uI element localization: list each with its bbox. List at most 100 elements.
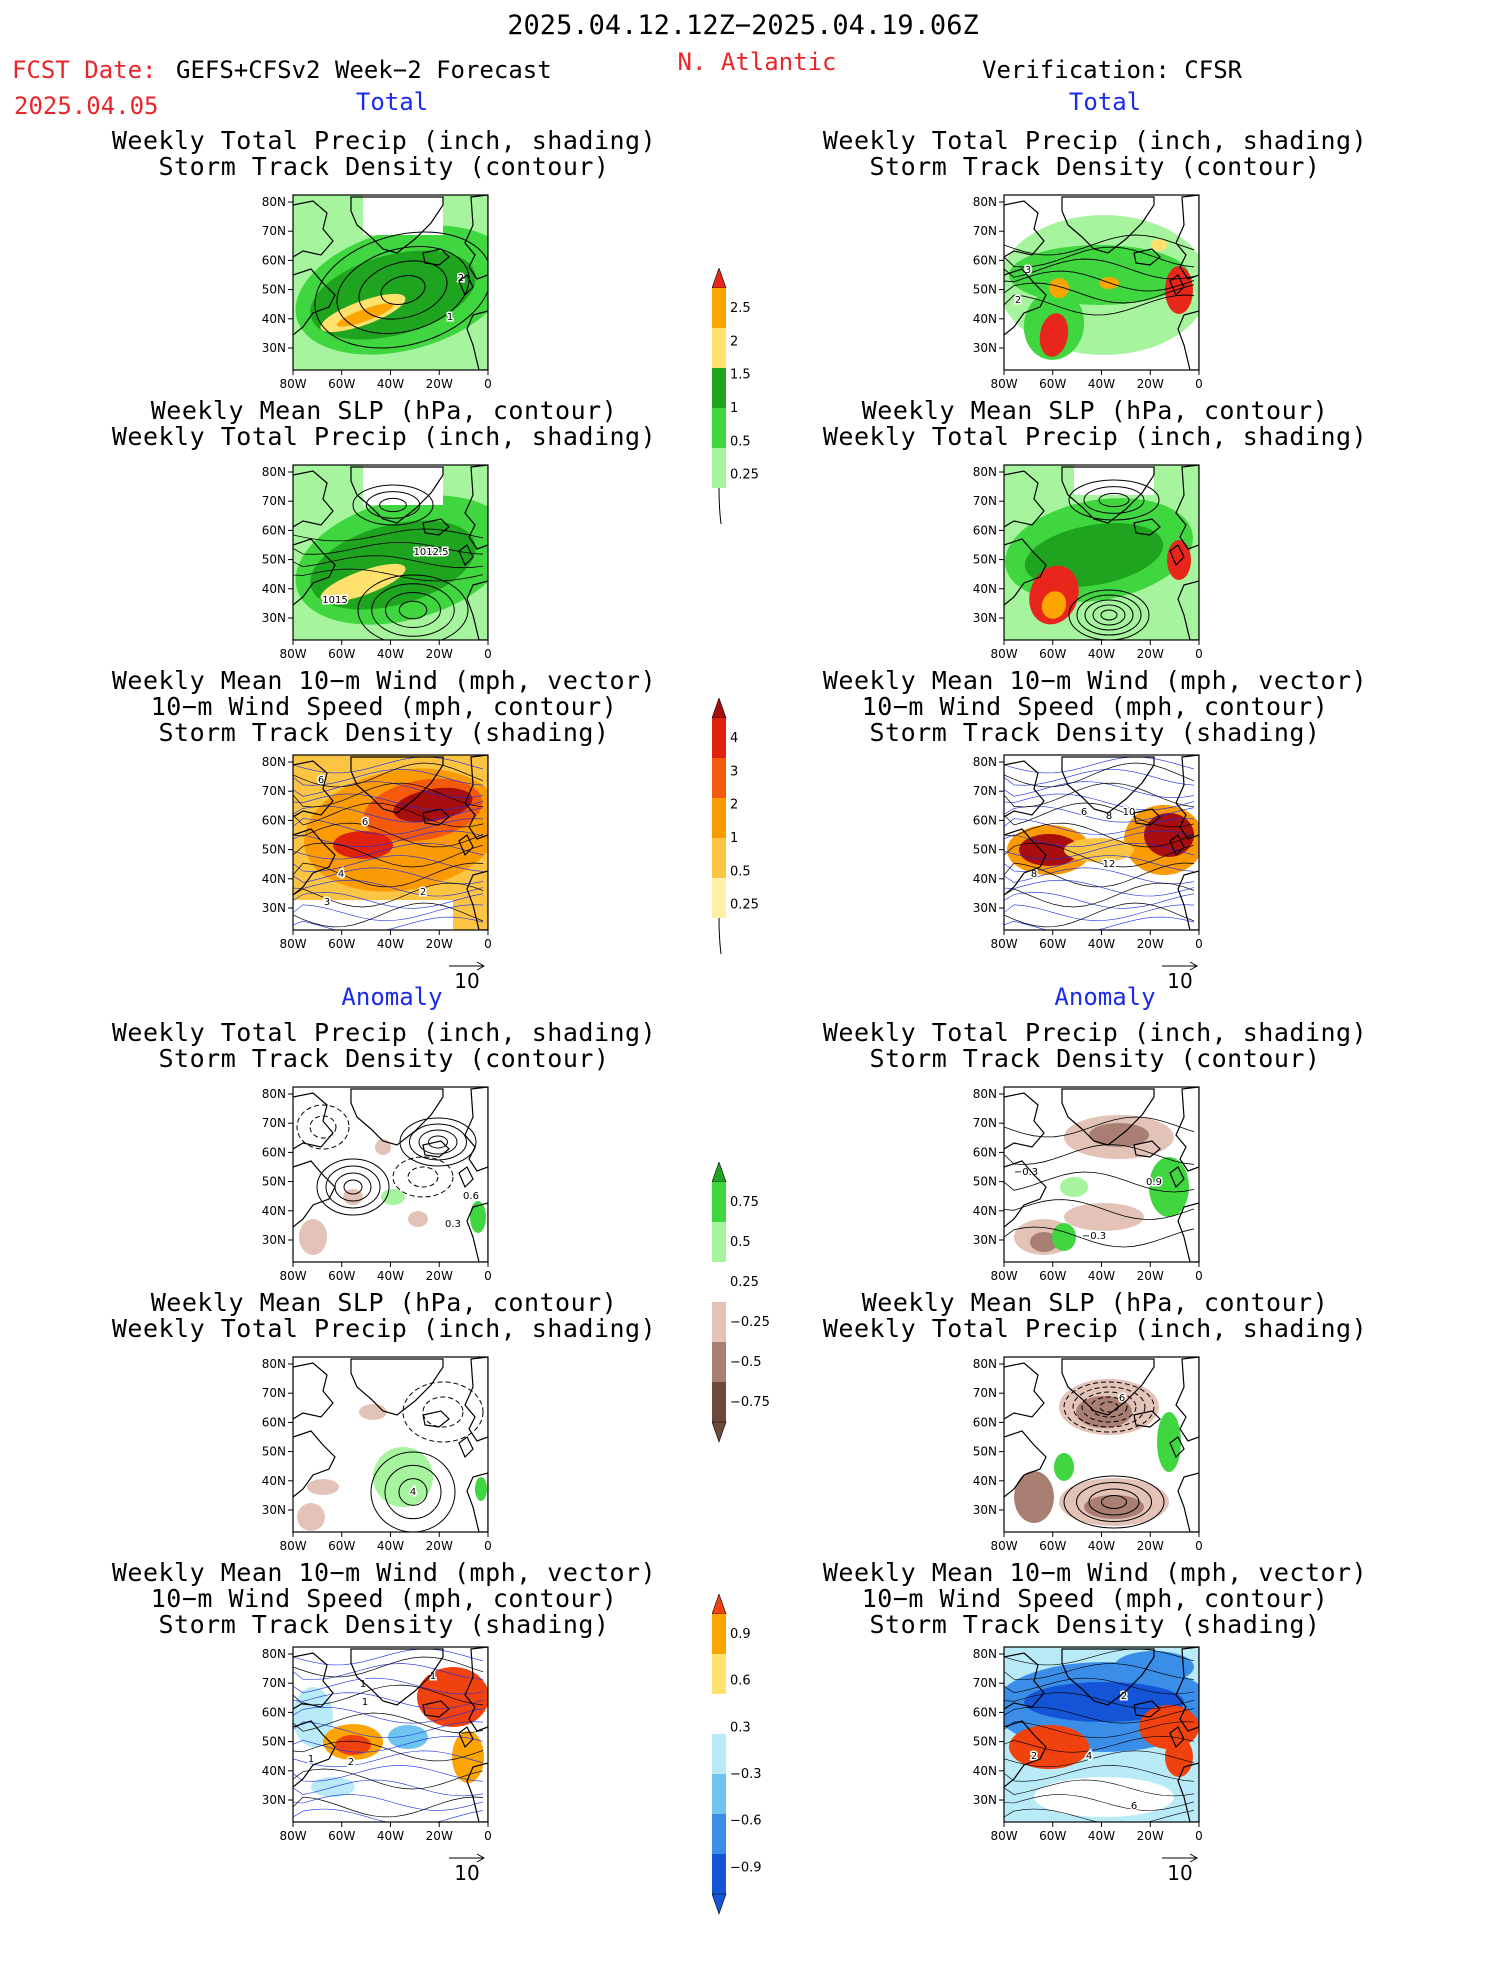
panel-title-fcst-4-line-2: Storm Track Density (contour) (158, 1044, 610, 1073)
contour-label: 6 (362, 817, 368, 828)
lon-label: 40W (377, 647, 404, 661)
lon-label: 20W (1137, 1539, 1164, 1553)
panel-title-verif-1-line-2: Storm Track Density (contour) (869, 152, 1321, 181)
contour-label: 1015 (322, 595, 347, 606)
lon-label: 60W (1039, 1539, 1066, 1553)
model-label: GEFS+CFSv2 Week−2 Forecast (176, 56, 552, 84)
lat-label: 80N (262, 465, 286, 479)
lon-label: 40W (1088, 1539, 1115, 1553)
lat-label: 60N (262, 253, 286, 267)
panel-title-fcst-4-line-1: Weekly Total Precip (inch, shading) (111, 1018, 657, 1047)
colorbar-label: 0.5 (730, 434, 751, 449)
contour-label: 8 (1031, 869, 1037, 880)
lat-label: 80N (262, 195, 286, 209)
lat-label: 80N (262, 1087, 286, 1101)
period-title: 2025.04.12.12Z−2025.04.19.06Z (507, 10, 979, 41)
contour-label: 1012.5 (414, 547, 449, 558)
lon-label: 40W (1088, 647, 1115, 661)
lat-label: 40N (262, 1474, 286, 1488)
lat-label: 40N (262, 312, 286, 326)
lon-label: 60W (1039, 647, 1066, 661)
lon-label: 20W (426, 1269, 453, 1283)
panel-title-fcst-3-line-1: Weekly Mean 10−m Wind (mph, vector) (111, 666, 657, 695)
lat-label: 80N (262, 755, 286, 769)
colorbar-label: 2 (730, 334, 738, 349)
map-panel-fcst-5: 4 80N 70N 60N 50N 40N 30N 80W 60W 40W 20W 0 (253, 1352, 513, 1561)
panel-title-verif-3-line-2: 10−m Wind Speed (mph, contour) (861, 692, 1329, 721)
colorbar-label: 0.9 (730, 1627, 751, 1642)
lon-label: 80W (279, 937, 306, 951)
lon-label: 80W (990, 377, 1017, 391)
lat-label: 70N (973, 224, 997, 238)
colorbar-label: 2 (730, 798, 738, 813)
lat-label: 50N (262, 1735, 286, 1749)
contour-label: 2 (420, 887, 426, 898)
lon-label: 80W (279, 1829, 306, 1843)
lat-label: 50N (973, 553, 997, 567)
colorbar-label: −0.9 (730, 1860, 762, 1875)
lat-label: 60N (262, 1705, 286, 1719)
contour-label: 6 (318, 775, 324, 786)
lat-label: 30N (262, 1503, 286, 1517)
lat-label: 60N (973, 523, 997, 537)
lat-label: 70N (973, 1676, 997, 1690)
lon-label: 0 (1195, 647, 1203, 661)
colorbar-label: −0.25 (730, 1315, 770, 1330)
panel-title-fcst-6-line-1: Weekly Mean 10−m Wind (mph, vector) (111, 1558, 657, 1587)
lon-label: 80W (990, 1539, 1017, 1553)
colorbar-label: 4 (730, 731, 738, 746)
lon-label: 80W (279, 1539, 306, 1553)
lat-label: 30N (973, 611, 997, 625)
lat-label: 30N (262, 611, 286, 625)
vector-reference: 10 (1160, 1852, 1204, 1890)
panel-title-fcst-1-line-1: Weekly Total Precip (inch, shading) (111, 126, 657, 155)
contour-label: 0.6 (463, 1191, 479, 1202)
colorbar-label: −0.3 (730, 1767, 762, 1782)
contour-label: 4 (338, 869, 344, 880)
colorbar-label: −0.6 (730, 1814, 762, 1829)
lat-label: 30N (973, 1233, 997, 1247)
contour-label: −0.3 (1082, 1231, 1106, 1242)
contour-label: 6 (1081, 807, 1087, 818)
lat-label: 70N (973, 494, 997, 508)
lon-label: 40W (377, 1829, 404, 1843)
map-panel-fcst-2: 1012.5 1015 80N 70N 60N 50N 40N 30N 80W 60W 40W 20W… (253, 460, 513, 669)
lon-label: 0 (1195, 1269, 1203, 1283)
lat-label: 30N (973, 341, 997, 355)
lat-label: 30N (973, 1793, 997, 1807)
lon-label: 60W (1039, 377, 1066, 391)
vector-reference-value: 10 (454, 1861, 479, 1885)
lat-label: 60N (262, 1415, 286, 1429)
lon-label: 20W (1137, 377, 1164, 391)
panel-title-verif-3-line-3: Storm Track Density (shading) (869, 718, 1321, 747)
panel-title-fcst-3-line-2: 10−m Wind Speed (mph, contour) (150, 692, 618, 721)
lat-label: 70N (973, 1116, 997, 1130)
contour-label: 6 (1131, 1801, 1137, 1812)
lat-label: 60N (973, 253, 997, 267)
lat-label: 50N (973, 1175, 997, 1189)
vector-reference: 10 (1160, 960, 1204, 998)
lat-label: 80N (262, 1357, 286, 1371)
lon-label: 0 (484, 1539, 492, 1553)
colorbar-label: 0.25 (730, 468, 759, 483)
panel-title-fcst-5-line-2: Weekly Total Precip (inch, shading) (111, 1314, 657, 1343)
lon-label: 0 (484, 937, 492, 951)
map-panel-fcst-4: 0.6 0.3 80N 70N 60N 50N 40N 30N 80W 60W 40W 20W 0 (253, 1082, 513, 1291)
lat-label: 80N (262, 1647, 286, 1661)
contour-label: 2 (348, 1757, 354, 1768)
lat-label: 30N (262, 341, 286, 355)
panel-title-verif-6-line-3: Storm Track Density (shading) (869, 1610, 1321, 1639)
panel-title-fcst-1-line-2: Storm Track Density (contour) (158, 152, 610, 181)
lat-label: 40N (262, 582, 286, 596)
panel-title-fcst-2-line-2: Weekly Total Precip (inch, shading) (111, 422, 657, 451)
lon-label: 0 (1195, 937, 1203, 951)
lat-label: 60N (973, 1145, 997, 1159)
lon-label: 60W (328, 647, 355, 661)
panel-title-fcst-2-line-1: Weekly Mean SLP (hPa, contour) (150, 396, 618, 425)
contour-label: 2 (1031, 1751, 1037, 1762)
section-total-fcst: Total (355, 88, 429, 116)
section-anomaly-fcst: Anomaly (341, 983, 443, 1011)
lon-label: 20W (426, 377, 453, 391)
colorbar-label: 0.25 (730, 898, 759, 913)
map-panel-fcst-3: 6 6 4 3 2 80N 70N 60N 50N 40N 30N 80W 60W 40W 20W 0 (253, 750, 513, 959)
